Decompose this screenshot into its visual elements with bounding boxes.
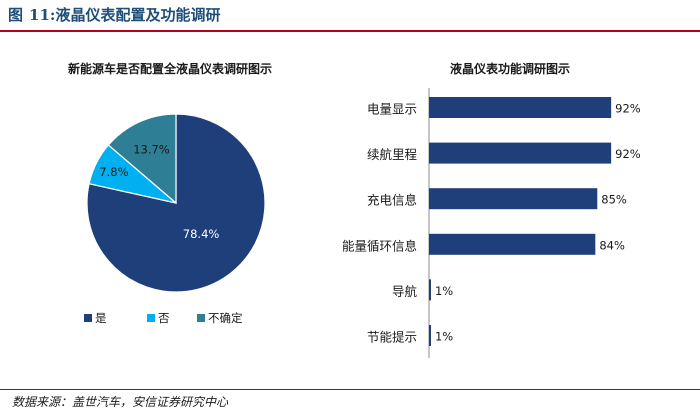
pie-labels: 78.4% 7.8% 13.7% [99,143,219,242]
bar-value-label-1: 92% [615,102,641,116]
figure-label: 图 [8,6,24,24]
bar-value-label-4: 84% [599,238,625,252]
bar-2 [429,142,612,164]
bar-value-label-6: 1% [435,330,453,344]
figure-number: 11: [29,6,56,24]
bar-4 [429,233,596,255]
pie-slices [86,113,266,293]
figure-title: 图 11:液晶仪表配置及功能调研 [8,4,220,26]
pie-chart-title: 新能源车是否配置全液晶仪表调研图示 [68,61,272,76]
pie-legend: 是 否 不确定 [84,311,243,325]
legend-label-3: 不确定 [208,311,243,325]
bar-5 [429,279,431,301]
legend-swatch-2 [147,314,155,322]
bar-value-label-3: 85% [601,193,627,207]
top-rule [0,30,700,32]
bar-category-label-6: 节能提示 [367,330,417,345]
bar-category-label-2: 续航里程 [367,147,418,162]
figure-title-text: 液晶仪表配置及功能调研 [55,6,221,24]
bottom-rule [0,389,700,390]
bar-value-label-5: 1% [435,284,453,298]
bar-1 [429,97,612,118]
pie-slice-label-3: 13.7% [133,143,170,157]
pie-slice-label-1: 78.4% [183,227,220,241]
bar-value-label-2: 92% [615,147,641,161]
bar-marks: 电量显示 92% 续航里程 92% 充电信息 85% 能量循环信息 84% 导航 1% 节能提示 1% [342,97,641,346]
bar-category-label-3: 充电信息 [367,193,417,208]
legend-label-2: 否 [158,311,170,325]
bar-category-label-4: 能量循环信息 [342,238,417,253]
legend-label-1: 是 [95,311,107,325]
pie-slice-label-2: 7.8% [99,165,128,179]
source-note: 数据来源：盖世汽车，安信证券研究中心 [12,395,229,409]
bar-3 [429,188,598,210]
bar-category-label-1: 电量显示 [367,102,417,117]
legend-swatch-1 [84,314,92,322]
bar-chart-title: 液晶仪表功能调研图示 [450,61,570,76]
bar-6 [429,325,431,346]
pie-slice-3 [107,113,177,205]
legend-swatch-3 [197,314,205,322]
bar-category-label-5: 导航 [392,284,418,299]
